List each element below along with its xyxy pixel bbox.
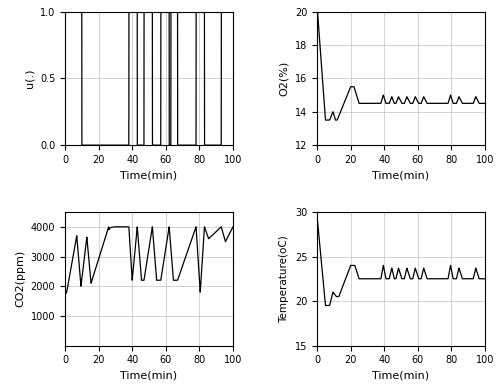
X-axis label: Time(min): Time(min) bbox=[120, 371, 178, 381]
X-axis label: Time(min): Time(min) bbox=[372, 371, 430, 381]
X-axis label: Time(min): Time(min) bbox=[120, 170, 178, 180]
Y-axis label: u(.): u(.) bbox=[24, 69, 34, 88]
X-axis label: Time(min): Time(min) bbox=[372, 170, 430, 180]
Y-axis label: Temperature(oC): Temperature(oC) bbox=[279, 235, 289, 323]
Y-axis label: O2(%): O2(%) bbox=[280, 61, 289, 96]
Y-axis label: CO2(ppm): CO2(ppm) bbox=[15, 250, 25, 308]
